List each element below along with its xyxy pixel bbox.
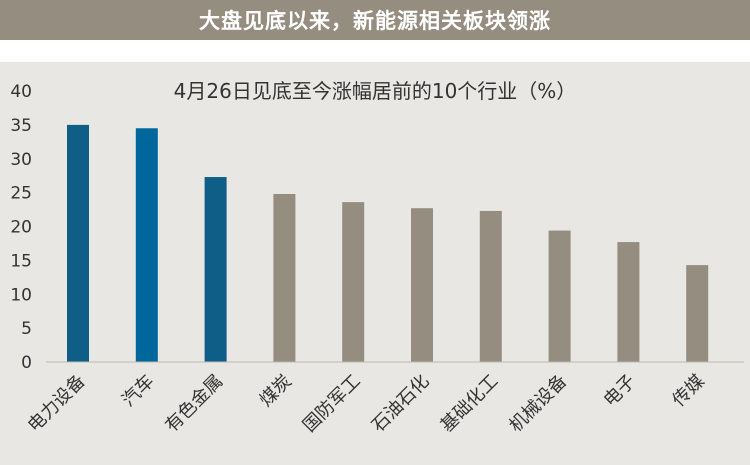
bar: [411, 208, 433, 362]
y-tick-label: 40: [10, 82, 32, 102]
x-tick-label: 石油石化: [368, 371, 434, 437]
bar: [342, 202, 365, 362]
x-tick-label: 电力设备: [24, 371, 90, 437]
y-tick-label: 20: [10, 218, 32, 238]
x-tick-label: 汽车: [118, 371, 158, 411]
bar: [686, 265, 709, 362]
x-tick-label: 传媒: [668, 371, 708, 411]
x-tick-label: 电子: [600, 371, 640, 411]
y-tick-label: 15: [10, 251, 32, 271]
x-tick-label: 国防军工: [299, 371, 365, 437]
x-tick-label: 机械设备: [505, 371, 571, 437]
x-tick-label: 有色金属: [161, 371, 227, 437]
bar: [67, 124, 89, 362]
y-tick-label: 10: [10, 285, 32, 305]
x-axis-labels: 电力设备 汽车 有色金属 煤炭 国防军工 石油石化 基础化工 机械设备 电子 传媒: [24, 371, 709, 437]
bar: [617, 242, 640, 362]
bar-chart: 4月26日见底至今涨幅居前的10个行业（%） 0510152025303540 …: [10, 79, 744, 437]
bar: [548, 230, 571, 362]
bars: [67, 124, 709, 362]
y-tick-label: 0: [21, 353, 32, 373]
banner: 大盘见底以来，新能源相关板块领涨: [0, 0, 750, 40]
bar: [273, 193, 296, 362]
bar: [204, 177, 227, 362]
bar: [479, 210, 502, 362]
x-tick-label: 基础化工: [437, 371, 503, 437]
y-tick-label: 30: [10, 150, 32, 170]
bar: [135, 128, 158, 362]
x-tick-label: 煤炭: [256, 371, 296, 411]
y-tick-label: 35: [10, 116, 32, 136]
y-tick-label: 25: [10, 184, 32, 204]
chart-title: 4月26日见底至今涨幅居前的10个行业（%）: [174, 79, 577, 103]
y-axis: 0 5 10 15 20 25 30 35 40: [10, 82, 32, 373]
chart-area: 4月26日见底至今涨幅居前的10个行业（%） 0 5 10 15 20 25 30 35 40 …: [0, 62, 750, 465]
y-tick-label: 5: [21, 319, 32, 339]
banner-title: 大盘见底以来，新能源相关板块领涨: [199, 9, 551, 33]
